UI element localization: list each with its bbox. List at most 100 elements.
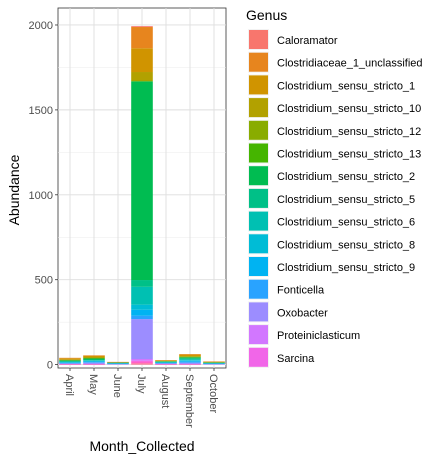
legend-label: Clostridium_sensu_stricto_12 [277, 126, 421, 138]
bars [59, 26, 225, 365]
legend-key [249, 30, 268, 49]
bar-segment [83, 360, 105, 361]
bar-segment [83, 361, 105, 363]
y-tick-label: 500 [35, 275, 53, 287]
bar-segment [131, 81, 153, 281]
bar-segment [59, 362, 81, 363]
x-tick-label: August [159, 374, 171, 408]
legend-label: Clostridium_sensu_stricto_6 [277, 217, 415, 229]
bar-segment [131, 363, 153, 365]
legend-key [249, 120, 268, 140]
bar-segment [179, 361, 201, 363]
legend-label: Clostridiaceae_1_unclassified [277, 58, 423, 70]
bar-segment [59, 359, 81, 361]
legend-label: Sarcina [277, 353, 315, 365]
bar-segment [131, 80, 153, 82]
legend-label: Clostridium_sensu_stricto_2 [277, 171, 415, 183]
bar-segment [179, 360, 201, 361]
bar-segment [131, 27, 153, 49]
bar-segment [83, 360, 105, 362]
bar-segment [131, 286, 153, 305]
legend-label: Caloramator [277, 35, 338, 47]
legend-label: Fonticella [277, 285, 325, 297]
legend-key [249, 279, 268, 299]
legend-key [249, 257, 268, 276]
x-tick-label: September [183, 374, 195, 428]
bar-segment [155, 362, 177, 364]
legend-key [249, 347, 268, 367]
bar-segment [179, 357, 201, 359]
bar-segment [107, 363, 129, 365]
bar-segment [83, 355, 105, 358]
x-tick-label: October [207, 374, 219, 413]
y-axis: 0 500 1000 1500 2000 [29, 20, 58, 372]
bar-segment [203, 363, 225, 365]
legend-label: Proteiniclasticum [277, 330, 360, 342]
legend-key [249, 143, 268, 163]
bar-segment [179, 359, 201, 361]
bar-segment [59, 363, 81, 365]
bar-segment [155, 361, 177, 362]
legend-label: Clostridium_sensu_stricto_1 [277, 80, 415, 92]
y-tick-label: 2000 [29, 20, 53, 32]
y-tick-label: 0 [47, 360, 53, 372]
legend: Caloramator Clostridiaceae_1_unclassified… [248, 29, 423, 368]
y-tick-label: 1500 [29, 105, 53, 117]
legend-key [249, 302, 268, 322]
bar-segment [131, 72, 153, 81]
bar-segment [179, 360, 201, 362]
bar-segment [59, 360, 81, 362]
legend-key [249, 98, 268, 118]
bar-segment [83, 355, 105, 356]
x-axis: April May June July August September October [63, 368, 219, 428]
bar-segment [83, 359, 105, 361]
bar-segment [131, 26, 153, 28]
bar-segment [131, 304, 153, 310]
bar-segment [83, 362, 105, 363]
y-axis-label: Abundance [6, 154, 22, 225]
legend-label: Clostridium_sensu_stricto_8 [277, 239, 415, 251]
legend-key [249, 52, 268, 72]
bar-segment [59, 357, 81, 359]
bar-segment [83, 357, 105, 359]
legend-key [249, 211, 268, 231]
x-tick-label: May [87, 374, 99, 395]
legend-key [249, 188, 268, 208]
legend-key [249, 234, 268, 254]
bar-segment [179, 356, 201, 358]
bar-segment [59, 362, 81, 364]
bar-segment [83, 358, 105, 360]
x-tick-label: June [111, 374, 123, 398]
legend-key [249, 325, 268, 345]
bar-segment [59, 361, 81, 363]
bar-segment [59, 361, 81, 362]
bar-segment [131, 48, 153, 73]
legend-key [249, 166, 268, 186]
x-axis-label: Month_Collected [89, 438, 194, 454]
bar-segment [131, 315, 153, 320]
legend-key [249, 75, 268, 95]
bar-segment [131, 280, 153, 287]
x-tick-label: July [135, 374, 147, 394]
y-tick-label: 1000 [29, 190, 53, 202]
bar-segment [131, 361, 153, 364]
bar-segment [131, 360, 153, 362]
legend-title: Genus [246, 7, 287, 23]
bar-segment [155, 360, 177, 361]
legend-label: Oxobacter [277, 307, 328, 319]
bar-segment [59, 358, 81, 360]
bar-segment [131, 309, 153, 316]
bar-segment [179, 362, 201, 365]
bar-segment [83, 362, 105, 365]
bar-segment [155, 363, 177, 365]
bar-segment [131, 359, 153, 361]
bar-segment [131, 319, 153, 359]
legend-label: Clostridium_sensu_stricto_10 [277, 103, 421, 115]
legend-label: Clostridium_sensu_stricto_13 [277, 149, 421, 161]
legend-label: Clostridium_sensu_stricto_5 [277, 194, 415, 206]
bar-segment [179, 354, 201, 355]
bar-segment [179, 354, 201, 357]
x-tick-label: April [63, 374, 75, 396]
bar-segment [203, 361, 225, 363]
